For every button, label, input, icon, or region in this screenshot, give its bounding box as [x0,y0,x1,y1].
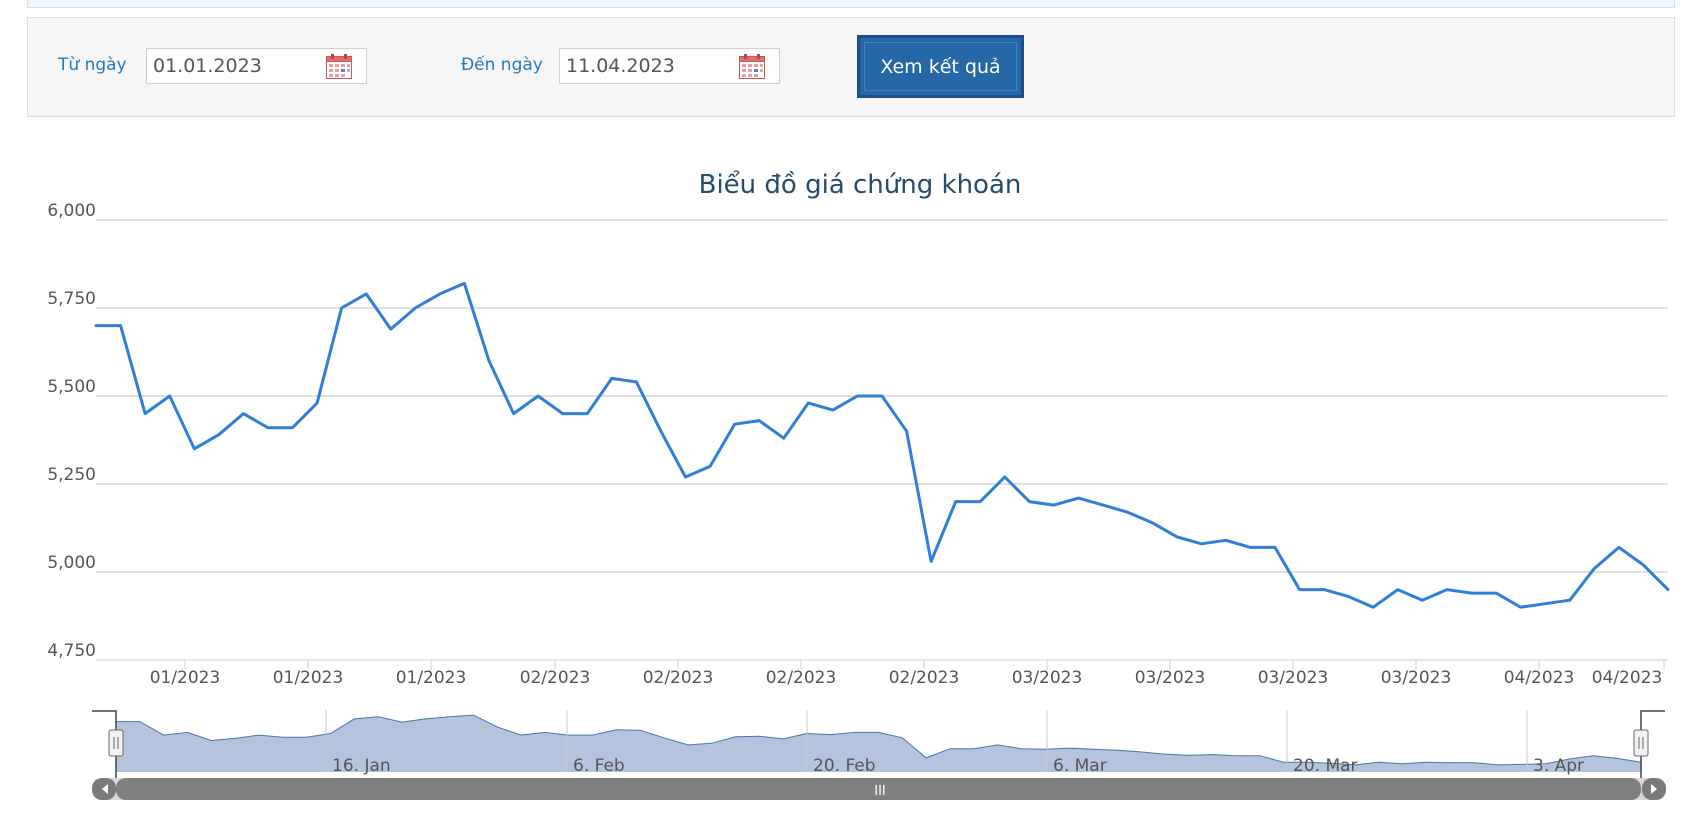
grid-lines [96,219,1668,661]
x-tick-label: 02/2023 [520,668,591,688]
x-tick-label: 02/2023 [889,668,960,688]
y-axis-labels: 4,750 5,000 5,250 5,500 5,750 6,000 [47,201,96,661]
navigator-label: 20. Mar [1293,756,1358,776]
navigator-label: 20. Feb [813,756,876,776]
chart-title: Biểu đồ giá chứng khoán [699,169,1022,200]
navigator-area [116,715,1641,772]
navigator-label: 16. Jan [332,756,391,776]
x-axis: 01/2023 01/2023 01/2023 02/2023 02/2023 02/20… [96,659,1668,688]
scrollbar-grip: III [874,784,886,799]
y-tick-label: 5,500 [47,377,96,397]
to-date-label: Đến ngày [461,55,543,75]
scroll-right-button[interactable] [1642,778,1666,800]
to-date-input[interactable] [566,55,726,77]
price-line [94,281,1670,609]
navigator-label: 6. Feb [573,756,625,776]
to-date-box [559,48,780,84]
navigator-left-handle[interactable] [108,729,124,757]
x-tick-label: 03/2023 [1012,668,1083,688]
navigator-line [116,714,1642,766]
x-tick-label: 02/2023 [766,668,837,688]
from-date-input[interactable] [153,55,313,77]
from-date-label: Từ ngày [58,55,127,75]
x-tick-label: 01/2023 [273,668,344,688]
navigator-right-handle[interactable] [1633,729,1649,757]
navigator[interactable]: 16. Jan 6. Feb 20. Feb 6. Mar 20. Mar 3. Apr [92,710,1665,779]
x-tick-label: 01/2023 [396,668,467,688]
y-tick-label: 5,000 [47,553,96,573]
x-tick-label: 04/2023 [1504,668,1575,688]
y-tick-label: 6,000 [47,201,96,221]
from-date-box [146,48,367,84]
x-tick-label: 03/2023 [1135,668,1206,688]
navigator-label: 3. Apr [1533,756,1584,776]
chevron-right-icon [1651,784,1657,794]
price-series [94,281,1670,609]
scrollbar-thumb[interactable] [116,778,1641,800]
view-results-button[interactable]: Xem kết quả [857,35,1024,98]
x-tick-label: 02/2023 [643,668,714,688]
x-tick-label: 04/2023 [1592,668,1663,688]
top-strip [27,0,1675,8]
y-tick-label: 4,750 [47,641,96,661]
x-tick-label: 03/2023 [1381,668,1452,688]
calendar-icon[interactable] [739,54,765,79]
y-tick-label: 5,250 [47,465,96,485]
calendar-icon[interactable] [326,54,352,79]
navigator-label: 6. Mar [1053,756,1107,776]
scrollbar[interactable]: III [92,778,1666,800]
y-tick-label: 5,750 [47,289,96,309]
chevron-left-icon [102,784,108,794]
x-tick-label: 03/2023 [1258,668,1329,688]
x-tick-label: 01/2023 [150,668,221,688]
scroll-left-button[interactable] [92,778,116,800]
